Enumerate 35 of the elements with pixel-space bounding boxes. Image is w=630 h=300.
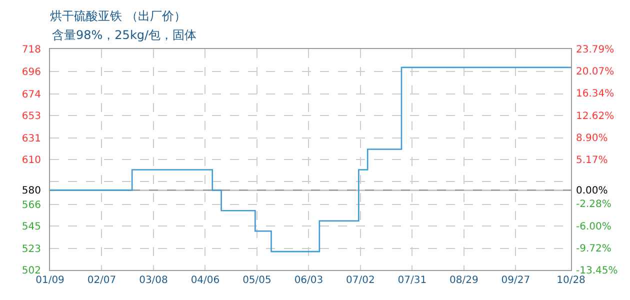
x-tick-label: 07/02	[346, 275, 375, 286]
x-tick-label: 10/28	[556, 275, 586, 286]
chart-subtitle: 含量98%，25kg/包，固体	[52, 28, 197, 42]
y-tick-label: 566	[22, 200, 41, 212]
y-tick-label: 718	[22, 44, 41, 56]
x-tick-label: 09/27	[501, 275, 530, 286]
y2-tick-label: 23.79%	[576, 44, 614, 56]
y-tick-label: 631	[22, 134, 41, 145]
y-tick-label: 610	[22, 155, 41, 166]
x-tick-label: 04/06	[190, 275, 220, 286]
x-tick-label: 01/09	[36, 275, 64, 286]
x-tick-label: 05/05	[242, 275, 272, 286]
y2-tick-label: -2.28%	[576, 199, 612, 210]
y2-tick-label: 16.34%	[576, 88, 614, 100]
y2-tick-label: 8.90%	[576, 132, 608, 144]
y-tick-label: 523	[22, 244, 41, 256]
y2-tick-label: 5.17%	[576, 155, 608, 166]
y2-tick-label: -13.45%	[576, 266, 618, 276]
y2-tick-label: 12.62%	[576, 110, 614, 122]
y2-tick-label: -6.00%	[576, 221, 612, 232]
y2-tick-label: 0.00%	[576, 186, 608, 197]
x-tick-label: 07/31	[398, 275, 427, 286]
x-tick-label: 02/07	[87, 275, 116, 286]
y-tick-label: 653	[22, 111, 41, 122]
y2-tick-label: 20.07%	[576, 66, 614, 78]
y-tick-label: 580	[22, 186, 41, 197]
y-tick-label: 502	[22, 266, 41, 276]
y-tick-label: 674	[22, 90, 41, 101]
y-tick-label: 545	[22, 222, 41, 232]
x-tick-label: 03/08	[139, 275, 168, 286]
y-tick-label: 696	[22, 67, 41, 78]
x-tick-label: 06/03	[294, 275, 324, 286]
chart-title: 烘干硫酸亚铁 （出厂价）	[50, 9, 186, 24]
y2-tick-label: -9.72%	[576, 243, 612, 254]
x-tick-label: 08/29	[450, 275, 478, 286]
